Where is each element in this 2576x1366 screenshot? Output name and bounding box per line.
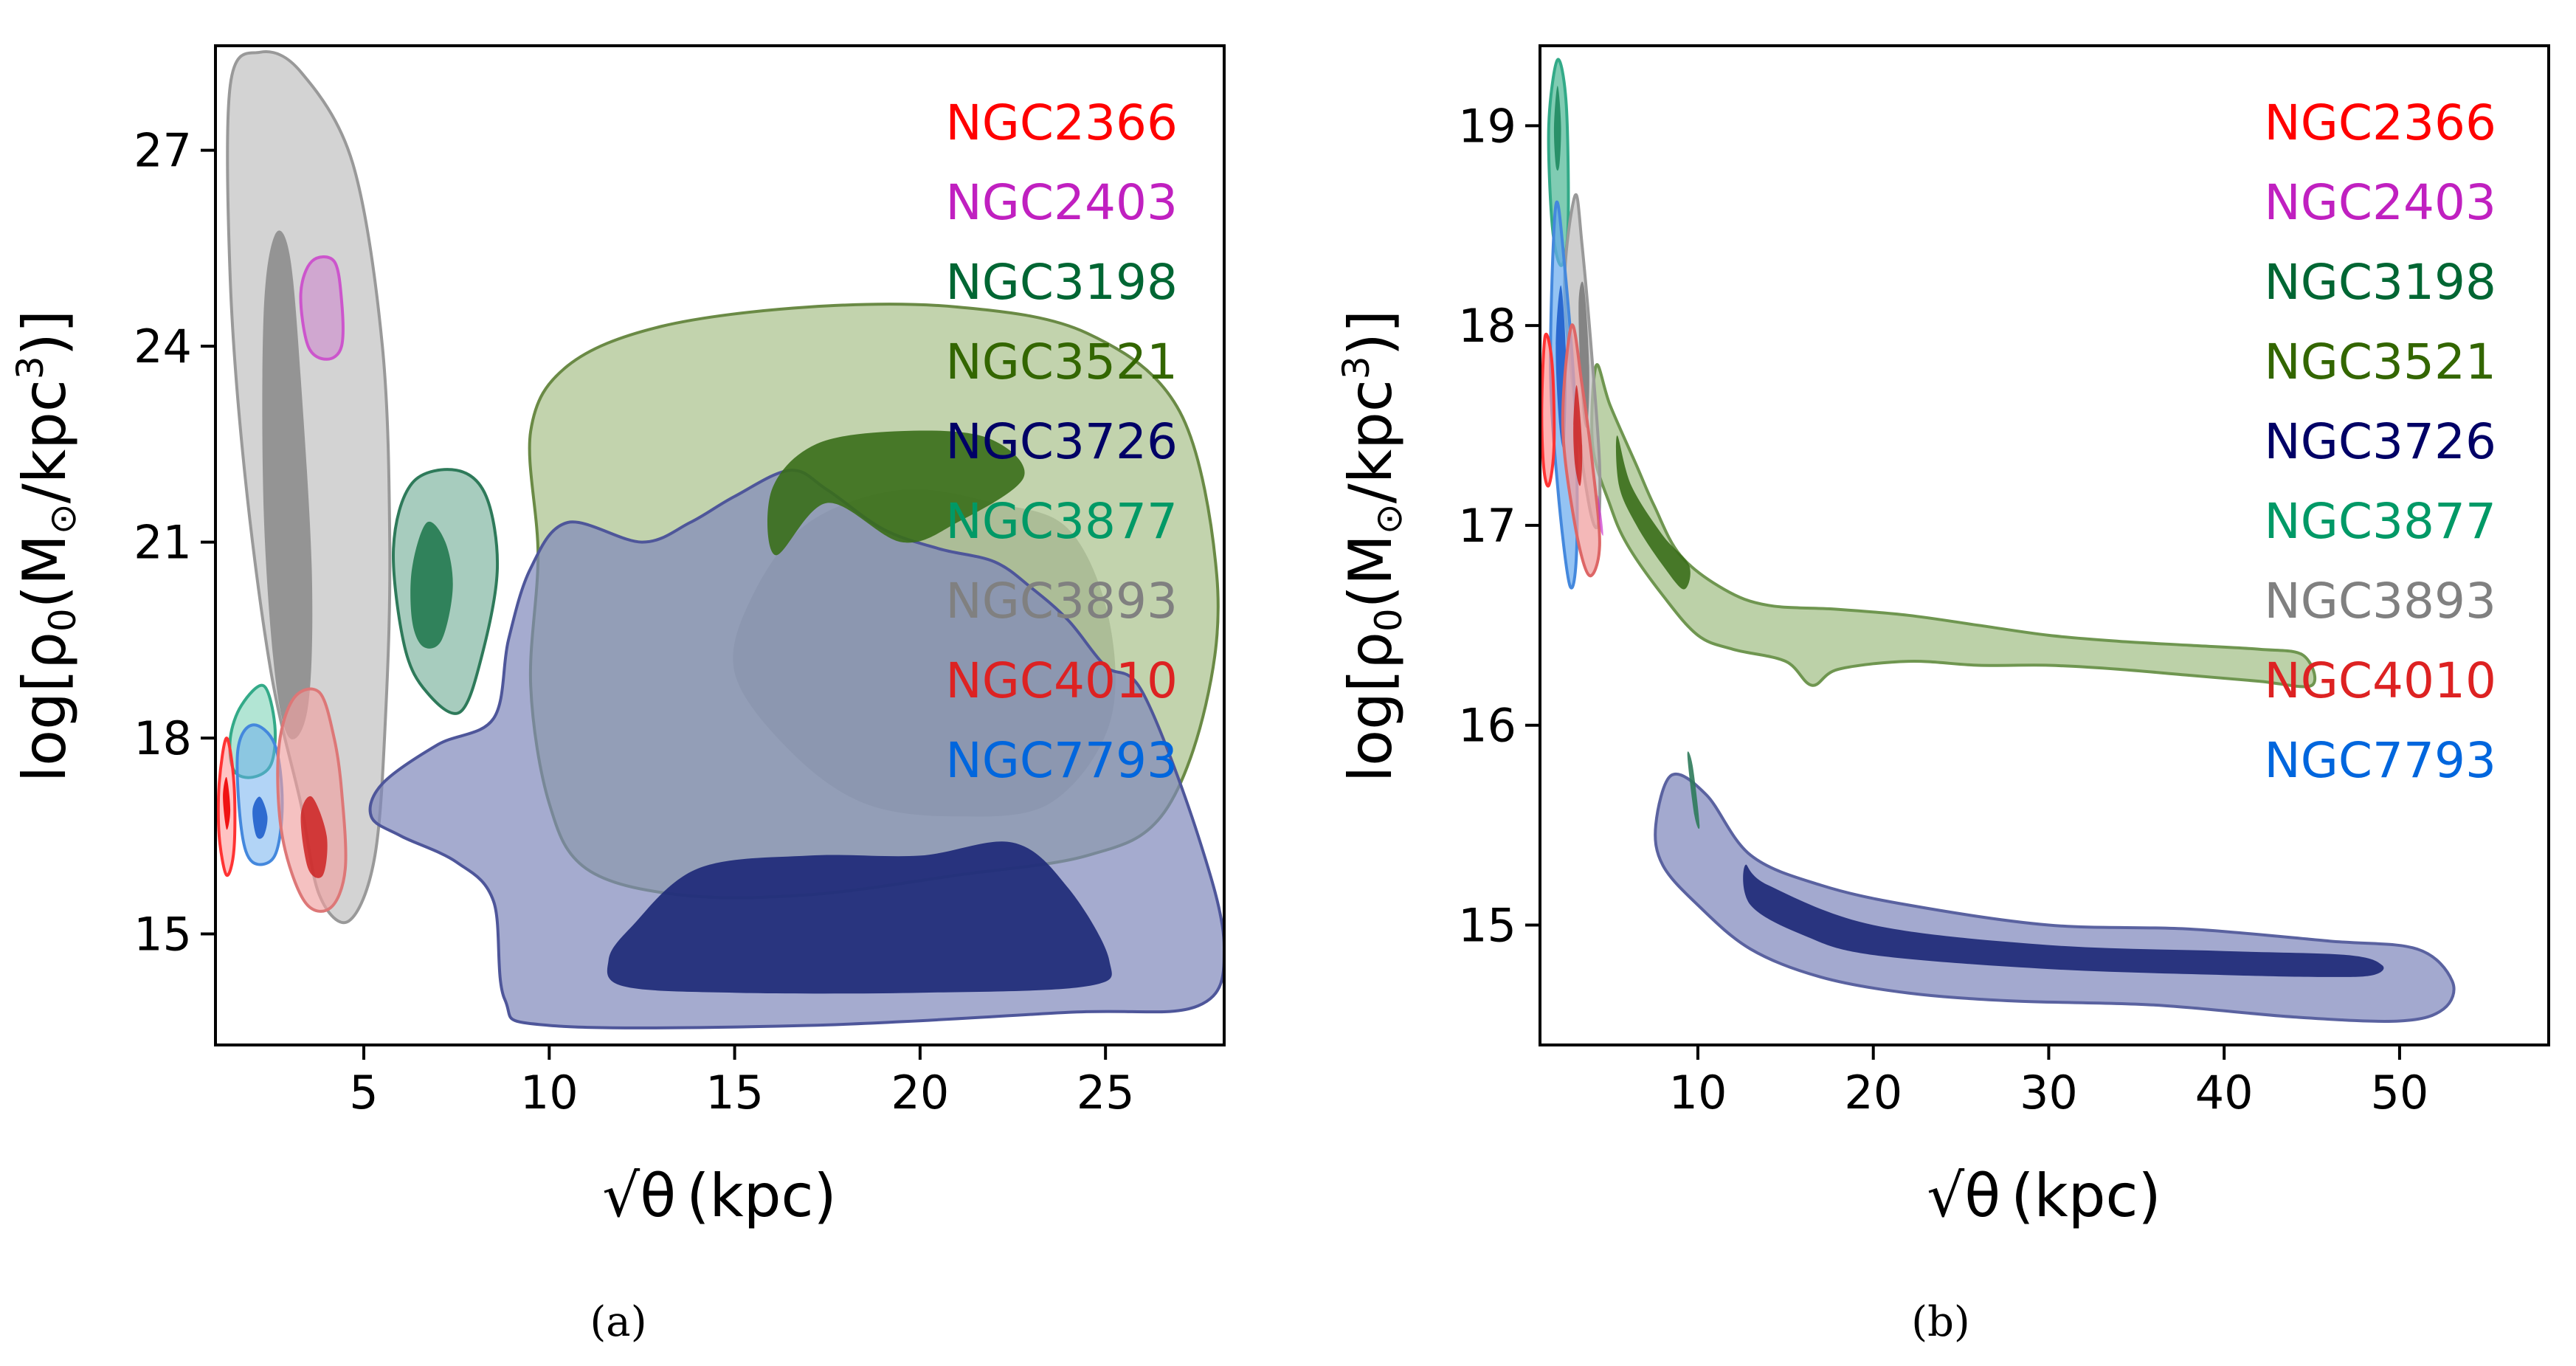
y-axis-label-b: log[ρ0(M⊙/kpc3)] xyxy=(1335,310,1410,782)
contour-ngc3521-outer xyxy=(1590,363,2317,689)
y-tick-label: 21 xyxy=(134,516,192,570)
axes-frame-b xyxy=(1539,44,2550,1046)
legend-entry-ngc3198: NGC3198 xyxy=(945,254,1178,311)
contour-regions-b xyxy=(1540,58,2456,1023)
caption-b: (b) xyxy=(1911,1298,1970,1346)
caption-a: (a) xyxy=(590,1298,646,1346)
legend-entry-ngc3198: NGC3198 xyxy=(2264,254,2496,311)
contour-ngc3877-inner xyxy=(1553,86,1561,171)
y-axis-label-a: log[ρ0(M⊙/kpc3)] xyxy=(9,310,84,782)
y-tick-label: 19 xyxy=(1458,99,1516,153)
y-tick-label: 18 xyxy=(1458,299,1516,353)
contour-ngc4010-inner xyxy=(1573,385,1583,486)
legend-entry-ngc2366: NGC2366 xyxy=(2264,94,2496,151)
legend-entry-ngc3877: NGC3877 xyxy=(2264,493,2496,550)
x-tick-label: 50 xyxy=(2370,1066,2428,1120)
x-tick-label: 40 xyxy=(2195,1066,2254,1120)
legend-entry-ngc4010: NGC4010 xyxy=(2264,652,2496,709)
contour-ngc4010-inner xyxy=(300,796,328,878)
legend-entry-ngc3877: NGC3877 xyxy=(945,493,1178,550)
x-tick-label: 25 xyxy=(1077,1066,1135,1120)
contour-ngc7793-inner xyxy=(252,796,268,839)
contour-ngc2366-outer xyxy=(1540,332,1556,488)
legend-entry-ngc3893: NGC3893 xyxy=(2264,573,2496,629)
contour-ngc3198-inner xyxy=(410,521,453,649)
contour-ngc3726-inner xyxy=(1743,864,2384,977)
x-tick-label: 15 xyxy=(705,1066,764,1120)
y-tick-label: 15 xyxy=(134,908,192,962)
y-tick-label: 27 xyxy=(134,124,192,178)
contour-ngc2403-outer xyxy=(299,255,345,361)
legend-entry-ngc2403: NGC2403 xyxy=(945,174,1178,231)
x-tick-label: 10 xyxy=(1669,1066,1727,1120)
y-ticks-b: 15 16 17 18 19 xyxy=(1458,99,1540,953)
legend-entry-ngc2403: NGC2403 xyxy=(2264,174,2496,231)
x-tick-label: 20 xyxy=(1844,1066,1902,1120)
y-tick-label: 16 xyxy=(1458,699,1516,753)
x-tick-label: 20 xyxy=(891,1066,949,1120)
panel-a: 5 10 15 20 25 15 18 21 24 27 NGC2366 NGC2403 NGC31… xyxy=(9,44,1226,1346)
y-tick-label: 15 xyxy=(1458,899,1516,953)
contour-ngc3198-outer xyxy=(1687,751,1700,829)
contour-ngc3726-inner xyxy=(607,841,1112,994)
x-ticks-a: 5 10 15 20 25 xyxy=(349,1045,1135,1120)
x-tick-label: 10 xyxy=(520,1066,579,1120)
legend-entry-ngc3726: NGC3726 xyxy=(2264,413,2496,470)
legend-entry-ngc3893: NGC3893 xyxy=(945,573,1178,629)
panel-b: 10 20 30 40 50 15 16 17 18 19 NGC2366 NGC2403 NGC3… xyxy=(1335,44,2550,1346)
x-axis-label-b: √θ (kpc) xyxy=(1927,1162,2161,1230)
legend-entry-ngc2366: NGC2366 xyxy=(945,94,1178,151)
contour-ngc3521-inner xyxy=(1615,435,1691,590)
legend-entry-ngc4010: NGC4010 xyxy=(945,652,1178,709)
axes-frame-a xyxy=(214,44,1226,1046)
contour-ngc2366-inner xyxy=(223,776,231,830)
y-tick-label: 17 xyxy=(1458,499,1516,553)
x-axis-label-a: √θ (kpc) xyxy=(602,1162,836,1230)
y-tick-label: 24 xyxy=(134,320,192,373)
contour-ngc7793-outer xyxy=(235,723,284,866)
legend-entry-ngc7793: NGC7793 xyxy=(2264,732,2496,789)
legend-a: NGC2366 NGC2403 NGC3198 NGC3521 NGC3726 NGC38… xyxy=(945,94,1178,789)
contour-ngc3893-inner xyxy=(262,230,313,739)
x-tick-label: 5 xyxy=(349,1066,378,1120)
x-ticks-b: 10 20 30 40 50 xyxy=(1669,1045,2428,1120)
legend-entry-ngc3521: NGC3521 xyxy=(945,334,1178,390)
contour-regions-a xyxy=(216,50,1224,1029)
contour-ngc3521-inner xyxy=(767,430,1025,556)
legend-entry-ngc3726: NGC3726 xyxy=(945,413,1178,470)
legend-entry-ngc3521: NGC3521 xyxy=(2264,334,2496,390)
contour-ngc3893-inner xyxy=(1578,281,1589,428)
y-ticks-a: 15 18 21 24 27 xyxy=(134,124,215,962)
y-tick-label: 18 xyxy=(134,711,192,765)
x-tick-label: 30 xyxy=(2020,1066,2078,1120)
contour-ngc2403-outer xyxy=(1598,495,1603,536)
legend-b: NGC2366 NGC2403 NGC3198 NGC3521 NGC3726 NGC38… xyxy=(2264,94,2496,789)
legend-entry-ngc7793: NGC7793 xyxy=(945,732,1178,789)
